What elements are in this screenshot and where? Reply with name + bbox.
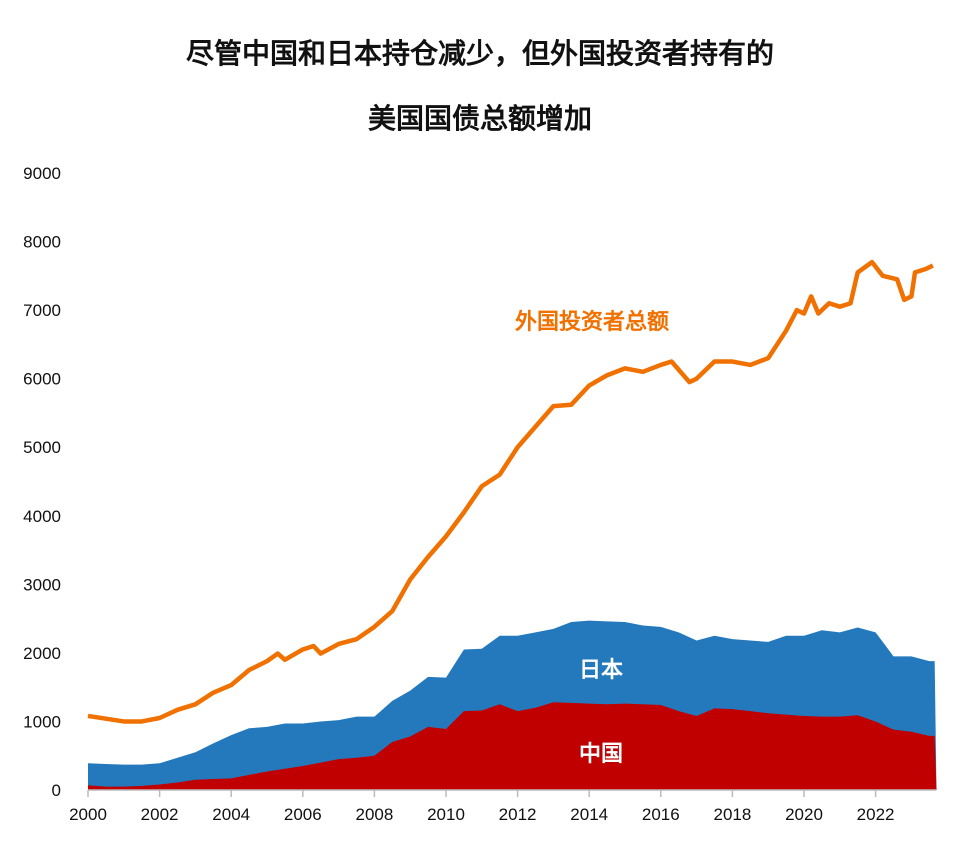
series-label-total: 外国投资者总额 [515,309,669,335]
line-foreign-total [87,259,934,724]
y-tick-label: 8000 [23,233,61,252]
y-tick-label: 1000 [23,712,61,731]
y-tick-label: 5000 [23,438,61,457]
y-tick-label: 9000 [23,164,61,183]
x-tick-label: 2006 [284,805,322,824]
y-tick-label: 7000 [23,301,61,320]
x-tick-label: 2020 [785,805,823,824]
x-tick-label: 2002 [141,805,179,824]
x-tick-label: 2000 [69,805,107,824]
x-tick-label: 2008 [355,805,393,824]
y-tick-label: 2000 [23,644,61,663]
y-tick-label: 0 [52,781,61,800]
x-tick-label: 2014 [570,805,608,824]
x-tick-label: 2016 [642,805,680,824]
y-tick-label: 6000 [23,370,61,389]
x-tick-label: 2010 [427,805,465,824]
x-tick-label: 2022 [857,805,895,824]
chart-title-line-1: 尽管中国和日本持仓减少，但外国投资者持有的 [185,37,774,70]
x-tick-label: 2018 [713,805,751,824]
x-tick-label: 2012 [499,805,537,824]
area-china [88,702,937,790]
y-tick-label: 4000 [23,507,61,526]
series-label-japan: 日本 [579,658,623,683]
y-tick-label: 3000 [23,575,61,594]
chart-title-line-2: 美国国债总额增加 [367,102,592,135]
series-label-china: 中国 [579,742,623,767]
x-tick-label: 2004 [212,805,250,824]
